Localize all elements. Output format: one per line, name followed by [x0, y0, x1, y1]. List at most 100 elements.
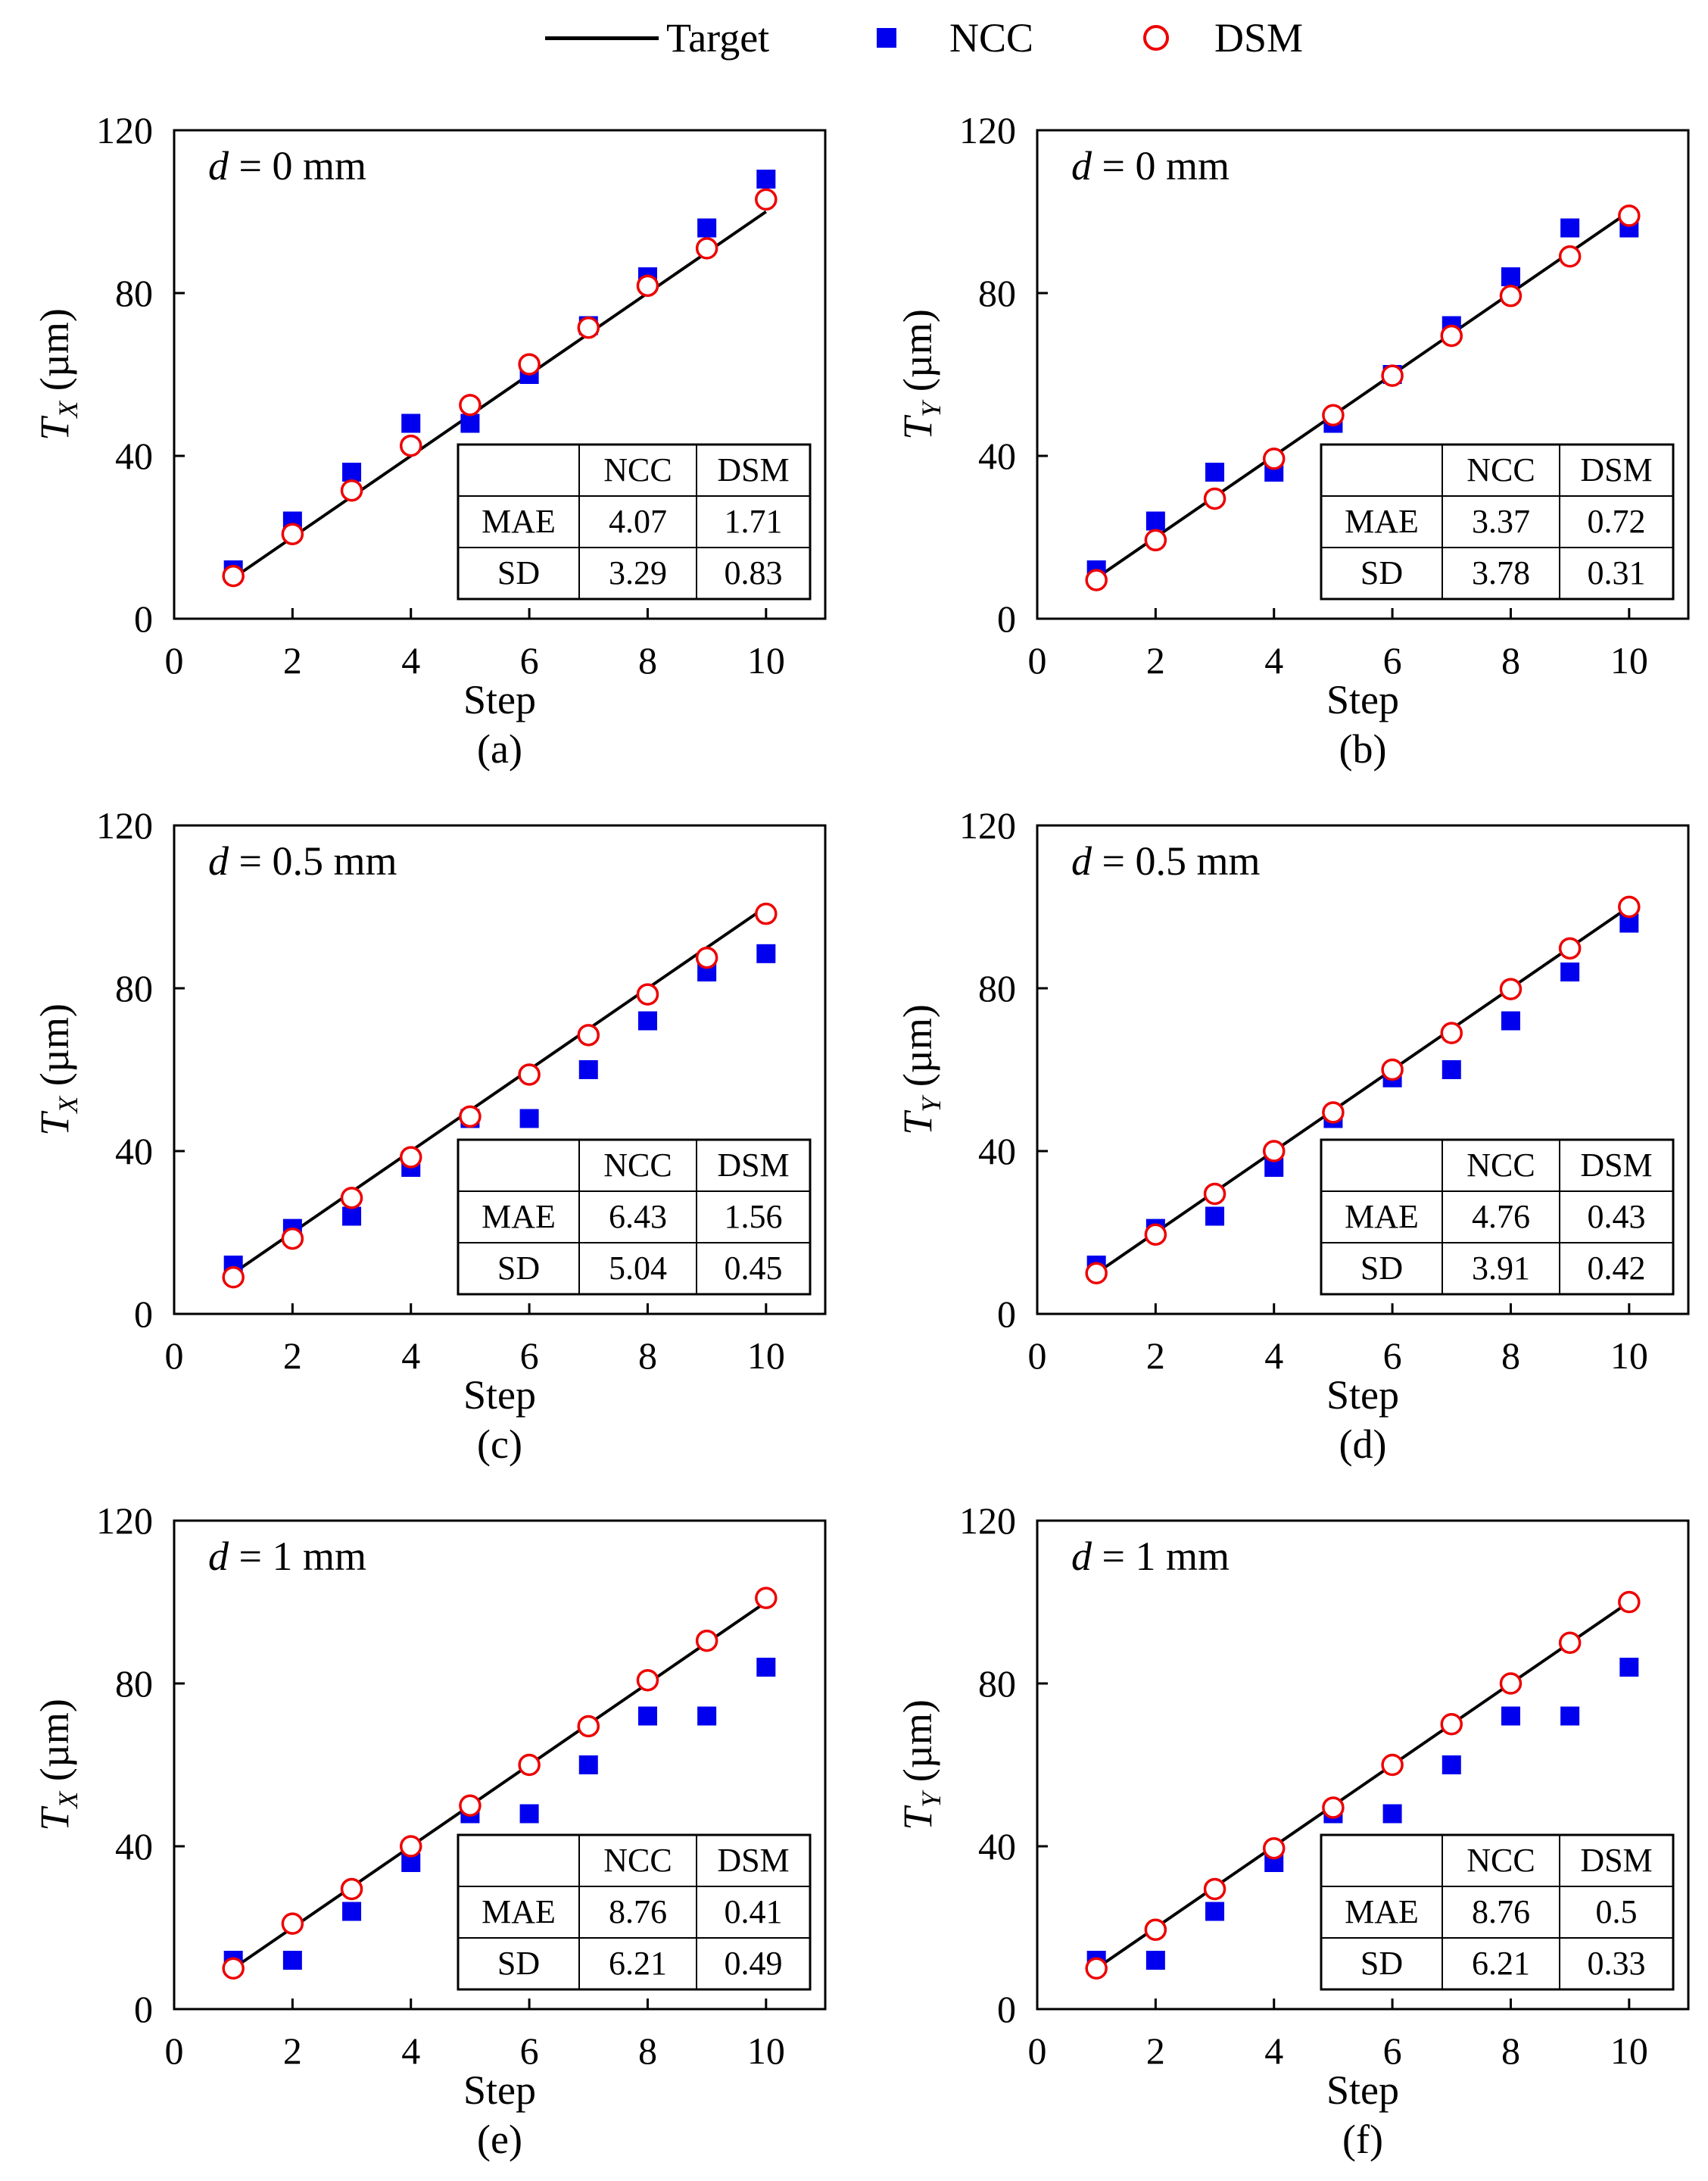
- chart1-x-tick-label: 2: [283, 639, 302, 682]
- chart5-dsm-point: [399, 1835, 422, 1858]
- chart6-dsm-point: [1203, 1877, 1226, 1901]
- chart1-annotation: d = 0 mm: [208, 143, 366, 189]
- chart4-stats-cell: SD: [1360, 1250, 1403, 1287]
- chart3-stats-table-frame: [457, 1138, 812, 1296]
- chart2-ncc-point: [1145, 511, 1165, 531]
- chart1-stats-table: NCC DSM MAE 4.07 1.71 SD 3.29 0.83: [457, 443, 812, 601]
- chart6-annotation-var: d: [1071, 1534, 1092, 1579]
- chart1-x-tick-label: 6: [520, 639, 539, 682]
- chart4-y-tick-label: 80: [978, 967, 1016, 1009]
- chart5-stats-table: NCC DSM MAE 8.76 0.41 SD 6.21 0.49: [457, 1833, 812, 1991]
- chart3-dsm-point: [636, 983, 659, 1006]
- chart4-x-tick-label: 0: [1028, 1334, 1047, 1377]
- chart3-x-tick-label: 10: [747, 1334, 785, 1377]
- chart3-plot-frame: [173, 824, 827, 1315]
- chart6-ncc-point: [1560, 1706, 1580, 1726]
- chart-panel-5: 0 2 4 6 8 10 0 40 80 120 Step(e) TX (µm) d = 1 mm NCC…: [32, 1499, 827, 2162]
- chart5-y-tick-label: 40: [115, 1825, 153, 1867]
- chart6-x-tick-label: 2: [1146, 2030, 1165, 2072]
- chart5-ncc-point: [637, 1706, 657, 1726]
- chart4-ncc-point: [1501, 1011, 1520, 1031]
- legend-item-dsm: DSM: [1143, 8, 1303, 68]
- chart3-panel-label: (c): [477, 1421, 522, 1467]
- chart3-ncc-point: [342, 1206, 362, 1226]
- chart4-annotation-var: d: [1071, 838, 1092, 884]
- chart3-y-tick-label: 0: [134, 1293, 153, 1335]
- chart6-stats-table-frame: [1320, 1833, 1675, 1991]
- chart1-dsm-point: [222, 564, 245, 588]
- chart1-y-tick-label: 40: [115, 435, 153, 477]
- chart2-stats-cell: DSM: [1580, 451, 1652, 488]
- chart2-dsm-point: [1381, 364, 1404, 387]
- chart6-stats-table: NCC DSM MAE 8.76 0.5 SD 6.21 0.33: [1320, 1833, 1675, 1991]
- chart2-stats-cell: 0.31: [1588, 554, 1646, 591]
- chart5-x-tick-label: 2: [283, 2030, 302, 2072]
- chart5-dsm-point: [518, 1753, 541, 1777]
- legend-item-target: Target: [545, 8, 769, 68]
- chart1-y-tick-label: 120: [96, 109, 153, 151]
- chart5-annotation-var: d: [208, 1534, 229, 1579]
- chart5-ncc-point: [519, 1804, 539, 1824]
- chart6-dsm-point: [1322, 1796, 1345, 1819]
- chart1-stats-cell: 3.29: [609, 554, 667, 591]
- chart5-y-axis-label-unit: (µm): [32, 1699, 77, 1792]
- chart1-ncc-point: [756, 170, 776, 189]
- chart6-stats-cell: 0.5: [1596, 1893, 1638, 1930]
- chart6-panel-label: (f): [1342, 2117, 1383, 2162]
- chart5-y-tick-label: 120: [96, 1499, 153, 1542]
- chart6-dsm-point: [1558, 1631, 1582, 1654]
- chart4-annotation: d = 0.5 mm: [1071, 838, 1260, 884]
- chart3-dsm-point: [281, 1227, 304, 1250]
- chart3-ncc-point: [637, 1011, 657, 1031]
- chart6-ncc-point: [1205, 1902, 1225, 1921]
- chart5-target-line: [232, 1600, 767, 1970]
- chart5-stats-cell: MAE: [482, 1893, 556, 1930]
- chart1-target-line: [232, 210, 767, 579]
- chart2-dsm-point: [1085, 569, 1108, 591]
- chart1-annotation-text: = 0 mm: [229, 143, 366, 189]
- chart6-plot-frame: [1036, 1519, 1690, 2011]
- chart4-y-axis-label: TY (µm): [895, 1004, 946, 1135]
- chart1-stats-cell: NCC: [603, 451, 672, 488]
- chart6-x-tick-label: 4: [1264, 2030, 1283, 2072]
- chart3-stats-cell: 5.04: [609, 1250, 667, 1287]
- chart4-ncc-point: [1205, 1206, 1225, 1226]
- chart1-dsm-point: [518, 353, 541, 376]
- chart5-annotation-text: = 1 mm: [229, 1534, 366, 1579]
- chart5-x-tick-label: 4: [401, 2030, 420, 2072]
- chart2-annotation-text: = 0 mm: [1092, 143, 1230, 189]
- chart1-stats-cell: 4.07: [609, 503, 667, 540]
- chart3-x-tick-label: 6: [520, 1334, 539, 1377]
- legend-item-ncc: NCC: [877, 8, 1033, 68]
- chart6-stats-cell: DSM: [1580, 1842, 1652, 1879]
- chart2-dsm-point: [1322, 404, 1345, 426]
- chart1-dsm-point: [636, 274, 659, 298]
- chart6-stats-cell: SD: [1360, 1945, 1403, 1982]
- chart5-x-axis-label: Step: [463, 2067, 536, 2113]
- chart-panel-1: 0 2 4 6 8 10 0 40 80 120 Step(a) TX (µm) d = 0 mm NCC…: [32, 109, 827, 772]
- chart3-dsm-point: [755, 902, 778, 925]
- chart4-dsm-point: [1144, 1223, 1167, 1246]
- chart1-stats-cell: DSM: [717, 451, 789, 488]
- chart1-y-axis-label-unit: (µm): [32, 308, 77, 401]
- chart5-ncc-point: [756, 1658, 776, 1677]
- chart6-x-tick-label: 10: [1610, 2030, 1648, 2072]
- chart4-x-axis-label: Step: [1326, 1372, 1399, 1418]
- chart2-x-tick-label: 0: [1028, 639, 1047, 682]
- chart-panel-4: 0 2 4 6 8 10 0 40 80 120 Step(d) TY (µm) d = 0.5 mm N…: [895, 804, 1690, 1467]
- chart6-dsm-point: [1144, 1918, 1167, 1941]
- chart3-dsm-point: [399, 1146, 422, 1169]
- chart1-ncc-point: [460, 413, 480, 433]
- chart1-dsm-point: [340, 479, 363, 502]
- chart4-stats-cell: 4.76: [1472, 1198, 1530, 1235]
- legend-dsm-circle-icon: [1143, 25, 1169, 51]
- chart2-stats-cell: NCC: [1466, 451, 1535, 488]
- chart1-stats-cell: SD: [497, 554, 540, 591]
- chart5-panel-label: (e): [477, 2117, 522, 2162]
- chart2-stats-cell: MAE: [1345, 503, 1419, 540]
- chart3-y-axis-label-sub: X: [53, 1095, 83, 1115]
- chart6-ncc-point: [1145, 1951, 1165, 1970]
- chart1-dsm-point: [695, 237, 718, 260]
- chart1-ncc-point: [697, 218, 717, 238]
- chart5-x-tick-label: 6: [520, 2030, 539, 2072]
